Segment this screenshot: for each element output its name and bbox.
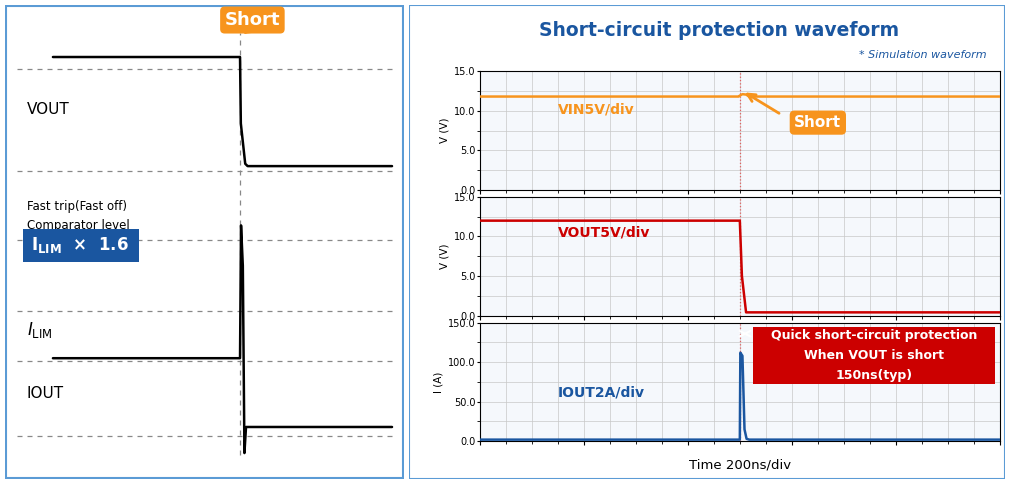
Text: $\mathit{I}_{\mathrm{LIM}}$: $\mathit{I}_{\mathrm{LIM}}$: [27, 320, 53, 340]
Text: Short: Short: [794, 115, 841, 130]
Text: Quick short-circuit protection
When VOUT is short
150ns(typ): Quick short-circuit protection When VOUT…: [771, 329, 977, 382]
Text: Time 200ns/div: Time 200ns/div: [689, 459, 791, 472]
Text: * Simulation waveform: * Simulation waveform: [860, 50, 987, 60]
Text: IOUT2A/div: IOUT2A/div: [558, 385, 644, 399]
Text: VOUT5V/div: VOUT5V/div: [558, 226, 650, 240]
FancyBboxPatch shape: [23, 229, 138, 262]
Y-axis label: V (V): V (V): [440, 118, 449, 143]
Text: VIN5V/div: VIN5V/div: [558, 102, 634, 116]
Y-axis label: V (V): V (V): [440, 243, 449, 269]
Text: Fast trip(Fast off): Fast trip(Fast off): [27, 200, 127, 213]
Y-axis label: I (A): I (A): [433, 371, 443, 393]
Text: Short: Short: [224, 11, 280, 29]
Text: Comparator level: Comparator level: [27, 219, 129, 232]
Text: $\mathbf{I}_{\mathbf{LIM}}$  $\mathbf{\times}$  $\mathbf{1.6}$: $\mathbf{I}_{\mathbf{LIM}}$ $\mathbf{\ti…: [31, 235, 129, 256]
Text: VOUT: VOUT: [27, 102, 70, 117]
Text: Short-circuit protection waveform: Short-circuit protection waveform: [539, 21, 899, 41]
Text: IOUT: IOUT: [27, 386, 64, 401]
FancyBboxPatch shape: [752, 327, 995, 384]
